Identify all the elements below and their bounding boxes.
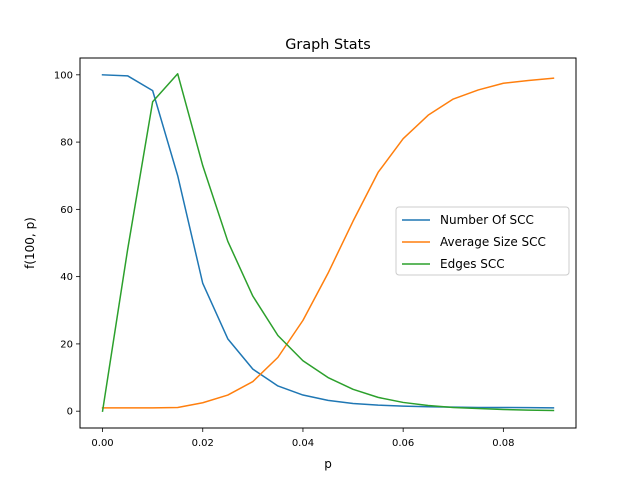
- series-line-2: [101, 77, 555, 409]
- plot-frame: [79, 57, 577, 429]
- x-tick-label: 0.02: [192, 438, 214, 449]
- y-axis-label: f(100, p): [23, 217, 37, 269]
- x-tick-label: 0.08: [492, 438, 514, 449]
- x-tick-label: 0.06: [392, 438, 414, 449]
- y-tick-label: 40: [60, 272, 73, 283]
- y-tick-label: 60: [60, 205, 73, 216]
- x-tick-label: 0.04: [292, 438, 314, 449]
- y-tick-label: 20: [60, 339, 73, 350]
- legend-label-1: Number Of SCC: [440, 213, 534, 227]
- y-tick-label: 80: [60, 138, 73, 149]
- x-axis: 0.00 0.02 0.04 0.06 0.08: [91, 428, 514, 449]
- x-tick-label: 0.00: [91, 438, 113, 449]
- series-line-3: [101, 73, 555, 413]
- legend: Number Of SCC Average Size SCC Edges SCC: [395, 206, 570, 276]
- plot-lines: [101, 73, 555, 413]
- y-tick-label: 100: [54, 70, 73, 81]
- y-tick-label: 0: [67, 407, 73, 418]
- chart-title: Graph Stats: [285, 37, 370, 53]
- legend-label-2: Average Size SCC: [440, 235, 546, 249]
- legend-label-3: Edges SCC: [440, 257, 505, 271]
- x-axis-label: p: [324, 457, 332, 471]
- series-line-1: [101, 74, 555, 409]
- y-axis: 0 20 40 60 80 100: [54, 70, 80, 418]
- legend-box: [395, 206, 570, 276]
